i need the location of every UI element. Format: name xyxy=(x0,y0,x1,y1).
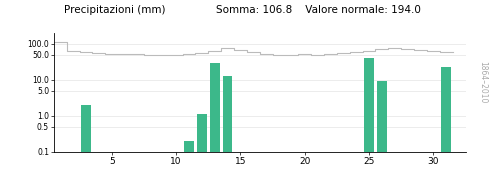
Bar xyxy=(197,114,207,183)
Bar xyxy=(223,76,232,183)
Text: Precipitazioni (mm): Precipitazioni (mm) xyxy=(64,5,165,16)
Text: Somma: 106.8    Valore normale: 194.0: Somma: 106.8 Valore normale: 194.0 xyxy=(216,5,420,16)
Bar xyxy=(81,105,91,183)
Bar xyxy=(377,81,387,183)
Bar xyxy=(210,63,220,183)
Text: 1864–2010: 1864–2010 xyxy=(478,61,487,104)
Bar xyxy=(184,141,194,183)
Bar xyxy=(441,68,451,183)
Bar xyxy=(364,58,374,183)
